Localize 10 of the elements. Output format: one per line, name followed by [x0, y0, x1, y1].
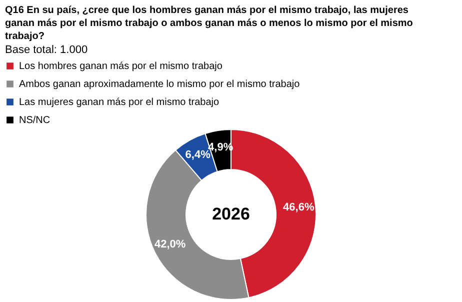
data-label: 42,0%	[154, 238, 186, 251]
chart-title: Q16 En su país, ¿cree que los hombres ganan más por el mismo trabajo, las mujeres ganan más por el mismo trabajo o ambos ganan más o menos lo mismo por el mismo trabajo?	[5, 5, 413, 42]
legend-label: Los hombres ganan más por el mismo trabajo	[19, 61, 223, 72]
legend-label: Ambos ganan aproximadamente lo mismo por el mismo trabajo	[19, 79, 300, 90]
legend-label: NS/NC	[19, 115, 50, 126]
text: 2026	[212, 204, 250, 224]
legend-label: Las mujeres ganan más por el mismo trabajo	[19, 97, 220, 108]
chart-subtitle: Base total: 1.000	[5, 44, 88, 56]
data-label: 46,6%	[283, 201, 314, 214]
data-label: 6,4%	[185, 149, 211, 162]
